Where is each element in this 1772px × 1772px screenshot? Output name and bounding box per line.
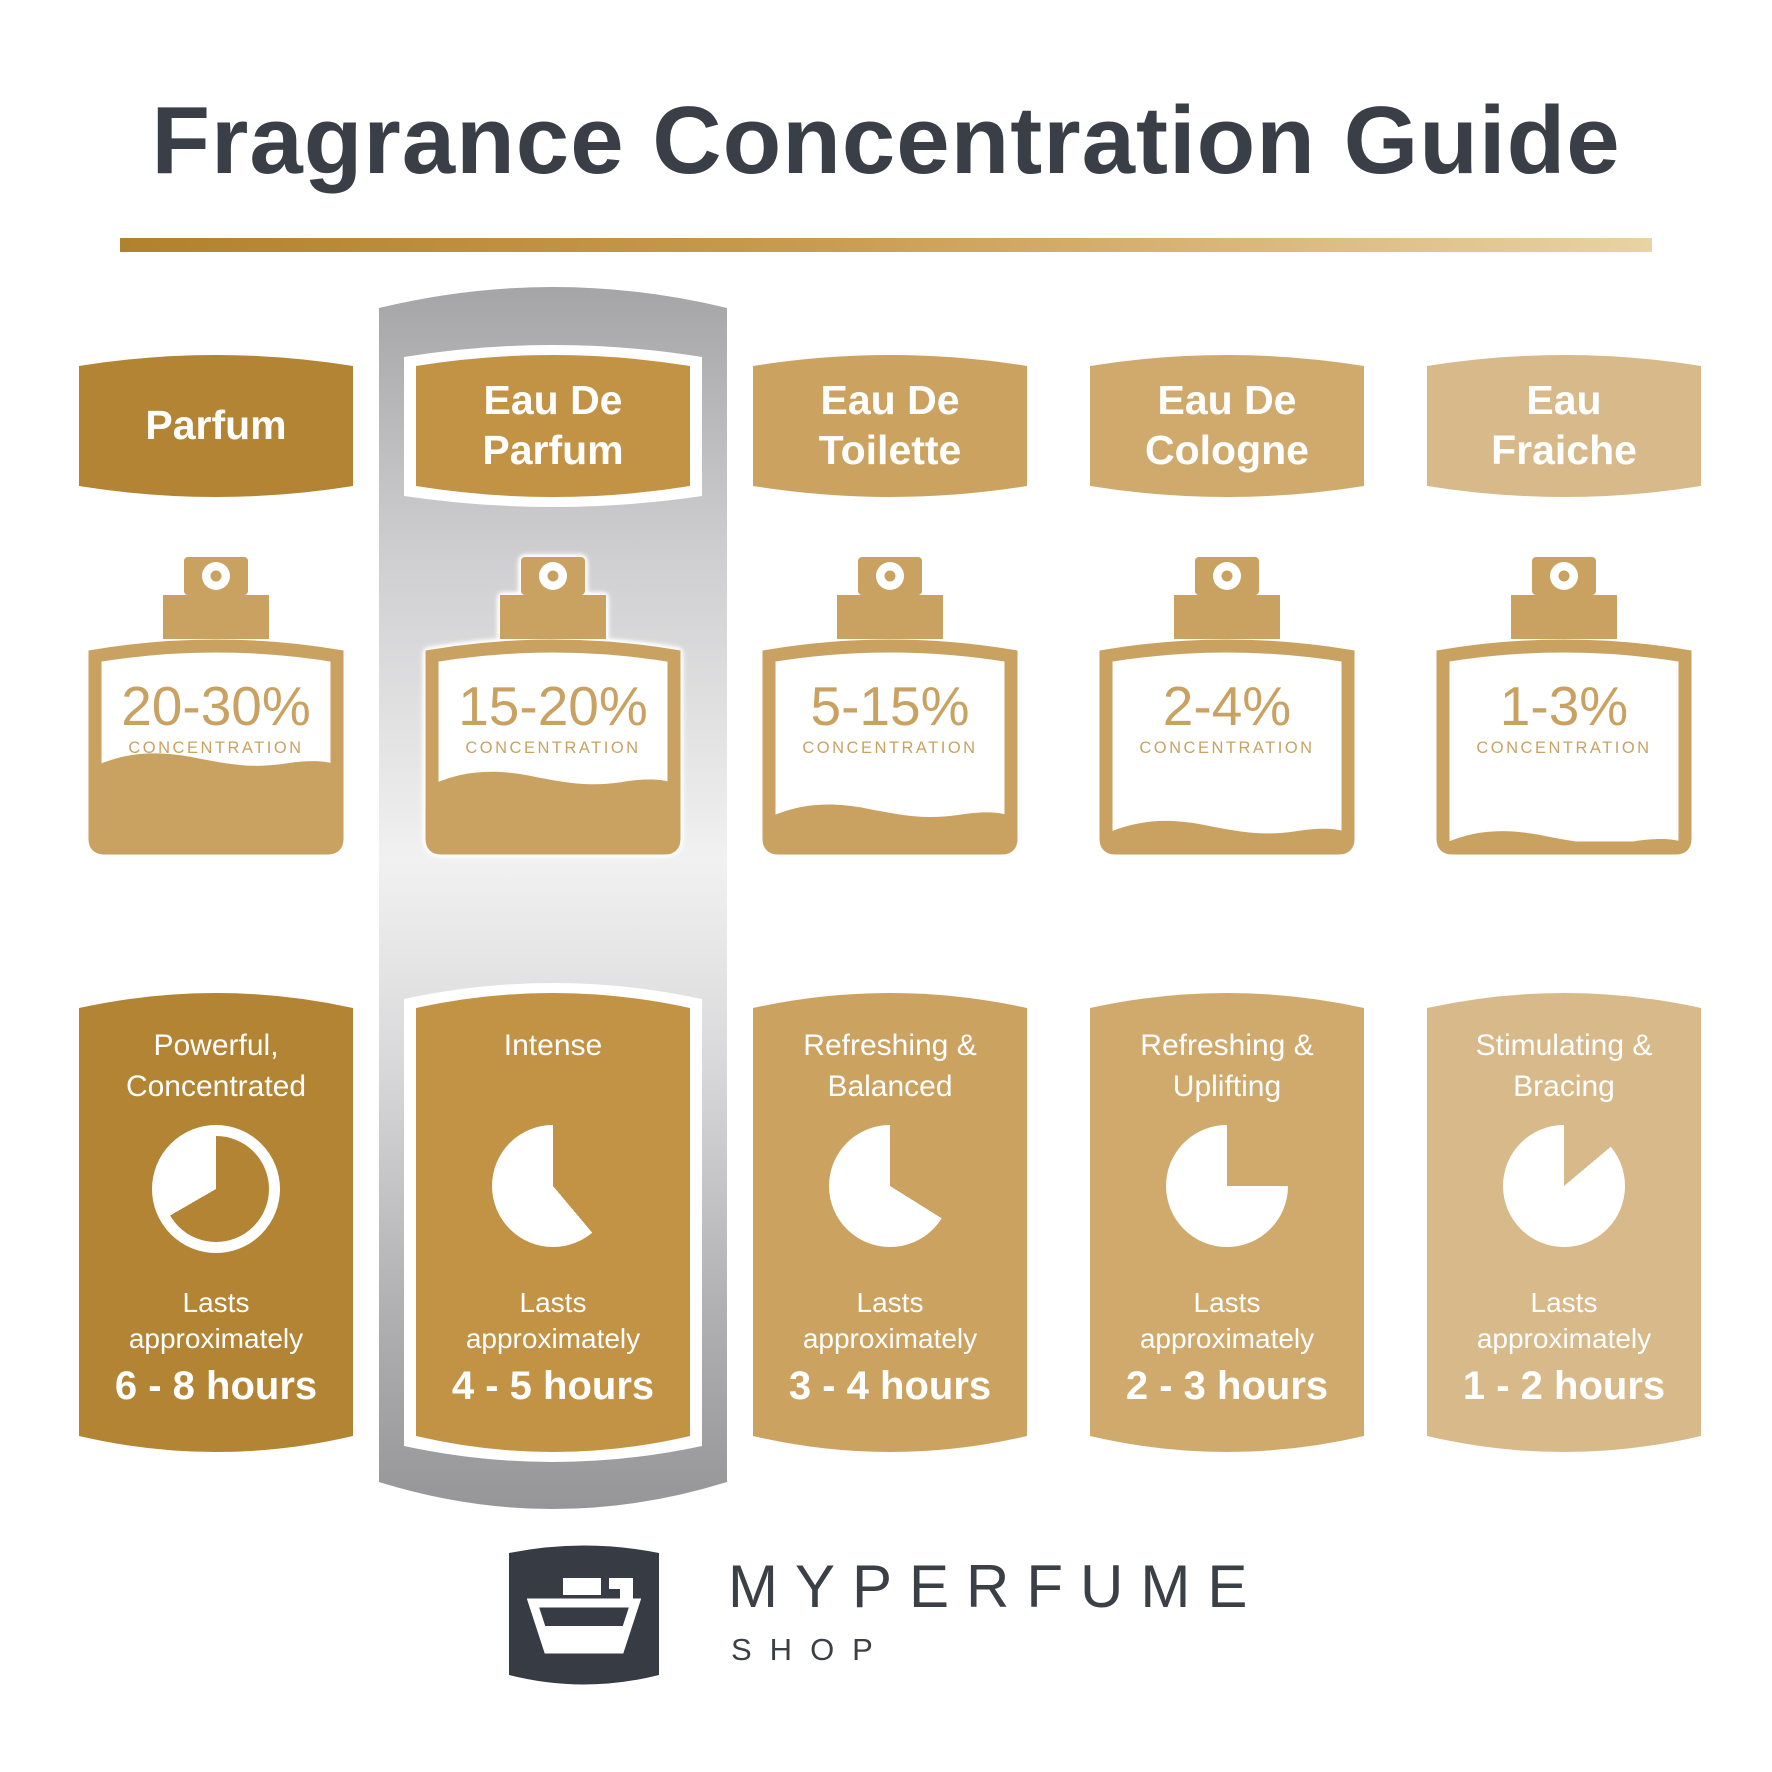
brand-subname: SHOP <box>731 1632 891 1667</box>
bottle-body <box>1436 639 1692 855</box>
bottle-body <box>762 639 1018 855</box>
perfume-bottle-icon: 15-20% CONCENTRATION <box>425 557 681 855</box>
concentration-word: CONCENTRATION <box>128 739 303 757</box>
card-character: Powerful, Concentrated <box>125 1029 307 1103</box>
duration-value: 2 - 3 hours <box>1125 1364 1329 1408</box>
category-label: Eau De Cologne <box>1145 376 1309 473</box>
info-card: Intense Lasts approximately 4 - 5 hours <box>416 990 690 1468</box>
category-badge: Eau De Parfum <box>416 352 690 498</box>
brand-name: MYPERFUME <box>728 1553 1265 1620</box>
perfume-bottle-logo-icon <box>509 1543 659 1695</box>
duration-value: 6 - 8 hours <box>114 1364 318 1408</box>
concentration-word: CONCENTRATION <box>1476 739 1651 757</box>
concentration-percent: 15-20% <box>458 675 648 737</box>
perfume-bottle-icon: 1-3% CONCENTRATION <box>1436 557 1692 855</box>
bottle-cap <box>500 595 606 639</box>
concentration-word: CONCENTRATION <box>1139 739 1314 757</box>
concentration-percent: 1-3% <box>1500 675 1628 737</box>
lasts-label: Lasts approximately <box>802 1287 978 1355</box>
brand-logo-mark <box>509 1543 659 1695</box>
perfume-bottle-icon: 2-4% CONCENTRATION <box>1099 557 1355 855</box>
concentration-percent: 2-4% <box>1163 675 1291 737</box>
page-title: Fragrance Concentration Guide <box>151 87 1621 194</box>
perfume-bottle-icon: 5-15% CONCENTRATION <box>762 557 1018 855</box>
clock-pie-icon <box>1166 1125 1288 1247</box>
info-card: Stimulating & Bracing Lasts approximatel… <box>1427 990 1701 1468</box>
bottle-body <box>1099 639 1355 855</box>
category-badge: Eau De Cologne <box>1090 352 1364 498</box>
card-character: Refreshing & Uplifting <box>1140 1029 1314 1103</box>
column-eau-de-parfum: Eau De Parfum 15-20% CONCENTRATION Inten… <box>416 0 690 1772</box>
liquid-fill <box>99 753 333 845</box>
info-card: Powerful, Concentrated Lasts approximate… <box>79 990 353 1468</box>
category-badge: Eau De Toilette <box>753 352 1027 498</box>
duration-value: 4 - 5 hours <box>451 1364 655 1408</box>
category-label: Eau De Toilette <box>818 376 962 473</box>
column-eau-fraiche: Eau Fraiche 1-3% CONCENTRATION Stimulati… <box>1427 0 1701 1772</box>
liquid-fill <box>1447 831 1681 845</box>
info-card: Refreshing & Balanced Lasts approximatel… <box>753 990 1027 1468</box>
info-card: Refreshing & Uplifting Lasts approximate… <box>1090 990 1364 1468</box>
liquid-fill <box>1110 820 1344 845</box>
concentration-word: CONCENTRATION <box>465 739 640 757</box>
card-character: Stimulating & Bracing <box>1475 1029 1653 1103</box>
clock-pie-icon <box>1503 1125 1625 1247</box>
perfume-bottle-icon: 20-30% CONCENTRATION <box>88 557 344 855</box>
concentration-percent: 5-15% <box>811 675 970 737</box>
gold-divider-line <box>120 238 1652 252</box>
lasts-label: Lasts approximately <box>1476 1287 1652 1355</box>
lasts-label: Lasts approximately <box>128 1287 304 1355</box>
bottle-cap <box>163 595 269 639</box>
concentration-word: CONCENTRATION <box>802 739 977 757</box>
column-eau-de-toilette: Eau De Toilette 5-15% CONCENTRATION Refr… <box>753 0 1027 1772</box>
category-badge: Eau Fraiche <box>1427 352 1701 498</box>
card-character: Intense <box>503 1029 603 1062</box>
column-eau-de-cologne: Eau De Cologne 2-4% CONCENTRATION Refres… <box>1090 0 1364 1772</box>
category-label: Eau De Parfum <box>482 376 624 473</box>
lasts-label: Lasts approximately <box>465 1287 641 1355</box>
liquid-fill <box>773 804 1007 845</box>
bottle-cap <box>1174 595 1280 639</box>
category-label: Eau Fraiche <box>1491 376 1637 473</box>
clock-pie-icon <box>492 1125 614 1247</box>
card-character: Refreshing & Balanced <box>803 1029 977 1103</box>
lasts-label: Lasts approximately <box>1139 1287 1315 1355</box>
liquid-fill <box>436 771 670 845</box>
column-parfum: Parfum 20-30% CONCENTRATION Powerful, Co… <box>79 0 353 1772</box>
bottle-cap <box>1511 595 1617 639</box>
concentration-percent: 20-30% <box>121 675 311 737</box>
clock-pie-icon <box>152 1125 280 1253</box>
bottle-cap <box>837 595 943 639</box>
duration-value: 3 - 4 hours <box>788 1364 992 1408</box>
duration-value: 1 - 2 hours <box>1462 1364 1666 1408</box>
category-label: Parfum <box>145 401 287 448</box>
category-badge: Parfum <box>79 352 353 498</box>
clock-pie-icon <box>829 1125 951 1247</box>
